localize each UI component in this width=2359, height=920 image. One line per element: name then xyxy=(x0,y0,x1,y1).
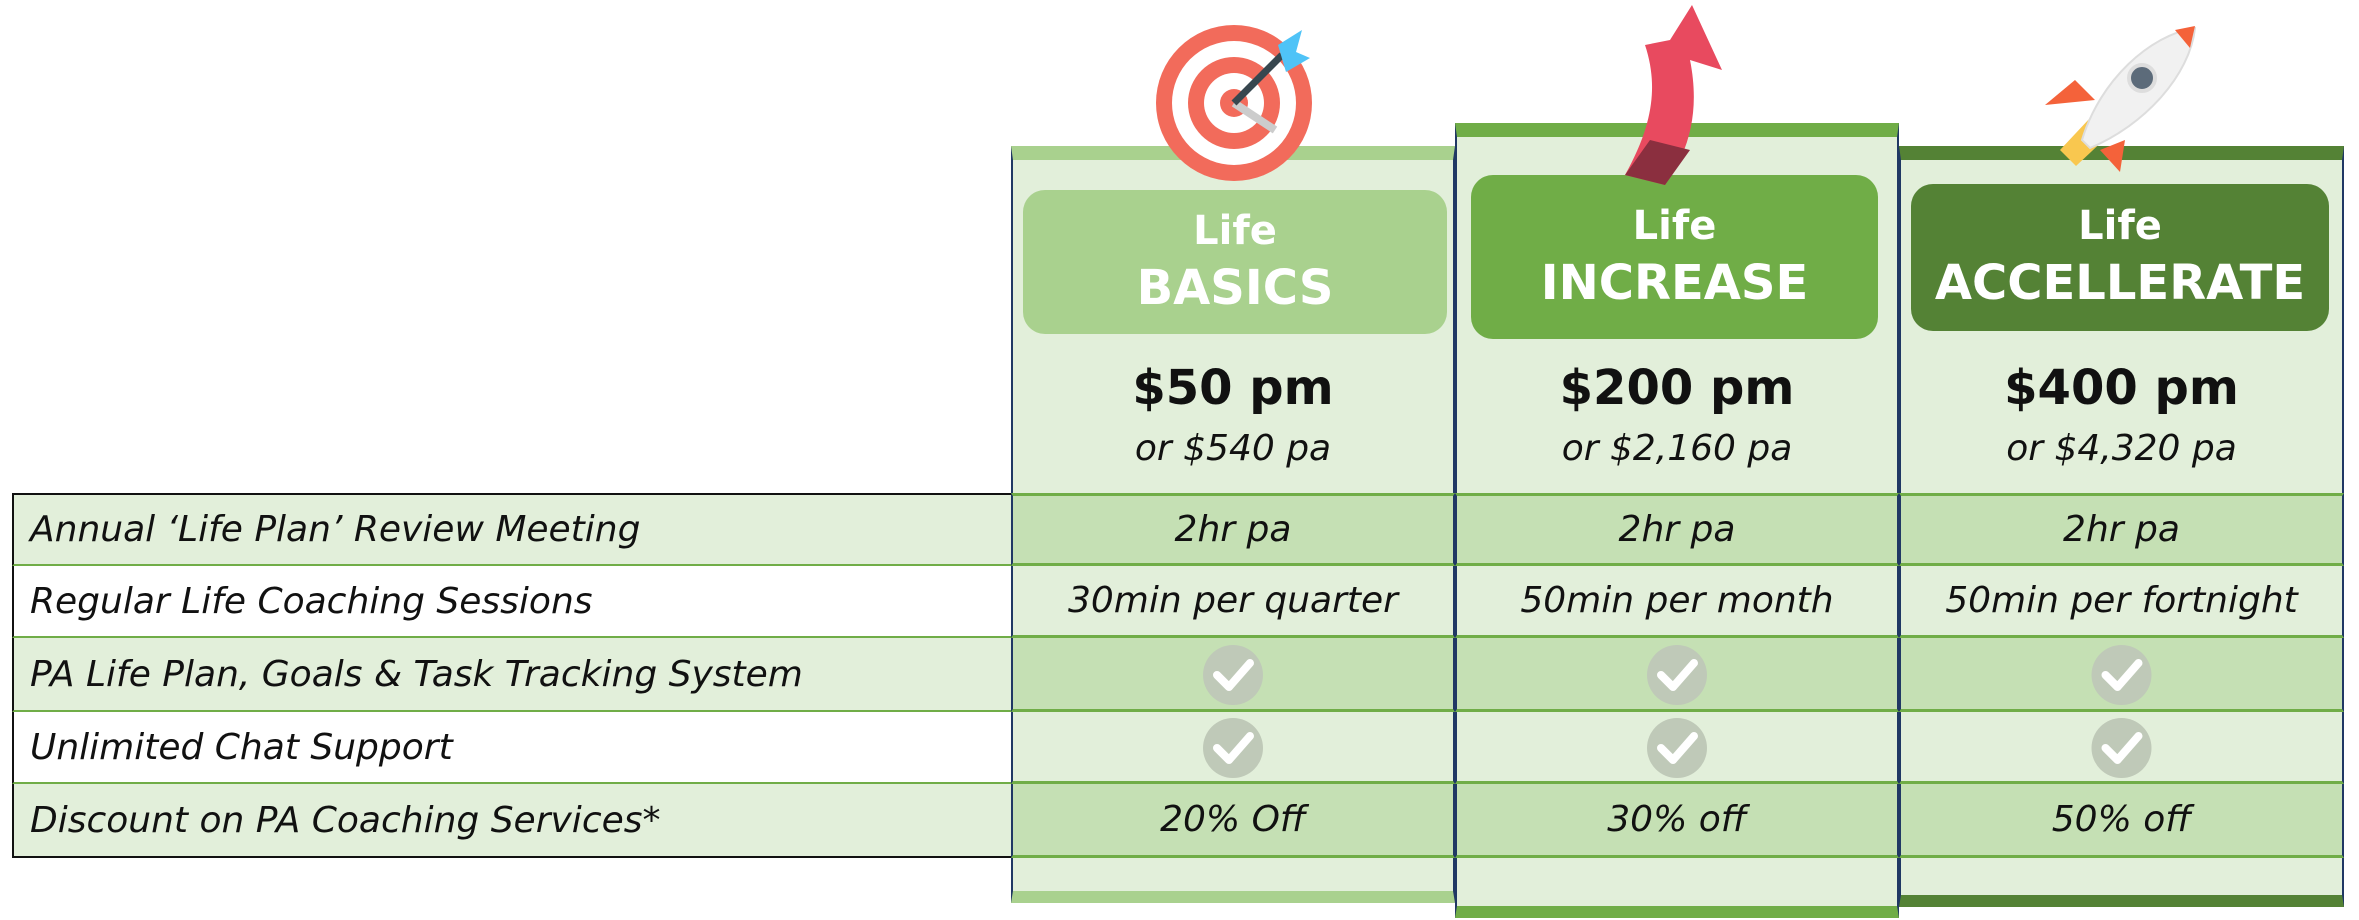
page: Annual ‘Life Plan’ Review Meeting2hr pa2… xyxy=(0,0,2359,920)
check-icon xyxy=(1203,645,1263,705)
arrow-icon xyxy=(1625,5,1722,185)
check-icon xyxy=(1647,645,1707,705)
check-icon xyxy=(2092,718,2152,778)
check-icon xyxy=(2092,645,2152,705)
target-icon xyxy=(1156,25,1312,181)
icons xyxy=(0,0,2359,920)
rocket-icon xyxy=(2045,26,2195,172)
check-icon xyxy=(1203,718,1263,778)
check-icon xyxy=(1647,718,1707,778)
